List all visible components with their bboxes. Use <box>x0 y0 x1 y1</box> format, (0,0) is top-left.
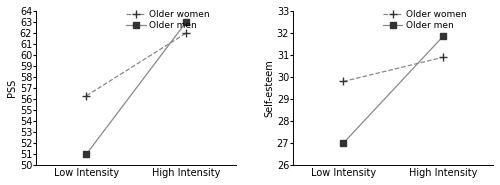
Legend: Older women, Older men: Older women, Older men <box>382 9 468 31</box>
Older men <box>440 35 446 37</box>
Older women <box>84 95 89 97</box>
Line: Older men: Older men <box>340 33 446 146</box>
Line: Older women: Older women <box>339 53 448 86</box>
Older men <box>340 142 346 144</box>
Y-axis label: Self-esteem: Self-esteem <box>264 59 274 117</box>
Older women <box>440 56 446 58</box>
Line: Older women: Older women <box>82 29 190 100</box>
Legend: Older women, Older men: Older women, Older men <box>125 9 210 31</box>
Older women <box>183 32 189 34</box>
Older women <box>340 80 346 83</box>
Y-axis label: PSS: PSS <box>7 79 17 97</box>
